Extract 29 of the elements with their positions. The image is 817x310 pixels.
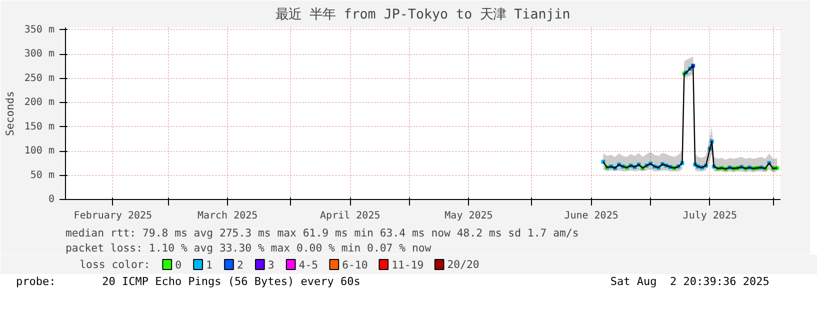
text: probe: 20 ICMP Echo Pings (56 Bytes) every 60s <box>16 274 360 290</box>
text: packet loss: 1.10 % avg 33.30 % max 0.00 % min 0.07 % now <box>66 242 432 254</box>
y-tick-label: 300 m <box>24 48 55 60</box>
text: Sat Aug 2 20:39:36 2025 <box>610 274 770 290</box>
legend-label: 20/20 <box>447 258 480 271</box>
legend-label: 6-10 <box>342 258 368 272</box>
chart-title: 最近 半年 from JP-Tokyo to 天津 Tianjin <box>276 8 570 22</box>
legend-label: 11-19 <box>392 258 424 272</box>
x-tick-label: February 2025 <box>74 210 152 222</box>
y-tick-label: 50 m <box>30 170 55 181</box>
y-tick-label: 200 m <box>24 97 55 108</box>
legend-label: 3 <box>268 258 274 272</box>
x-tick-label: July 2025 <box>682 210 737 222</box>
legend-label: 2 <box>236 258 244 272</box>
y-tick-label: 250 m <box>24 72 55 84</box>
x-tick-label: April 2025 <box>320 210 380 222</box>
x-tick-label: May 2025 <box>444 210 493 222</box>
x-tick-label: June 2025 <box>564 210 618 222</box>
y-tick-label: 350 m <box>24 24 55 36</box>
y-tick-label: 0 <box>48 194 55 205</box>
legend-label: 1 <box>206 258 212 272</box>
legend-label: 4-5 <box>298 258 318 272</box>
y-tick-label: 150 m <box>24 121 55 132</box>
legend-label: 0 <box>175 258 182 272</box>
y-tick-label: 100 m <box>24 146 55 157</box>
text: median rtt: 79.8 ms avg 275.3 ms max 61.9 ms min 63.4 ms now 48.2 ms sd 1.7 am/s <box>66 226 579 240</box>
y-axis-title: Seconds <box>3 91 16 136</box>
x-tick-label: March 2025 <box>197 210 258 222</box>
legend-title: loss color: <box>80 258 150 271</box>
